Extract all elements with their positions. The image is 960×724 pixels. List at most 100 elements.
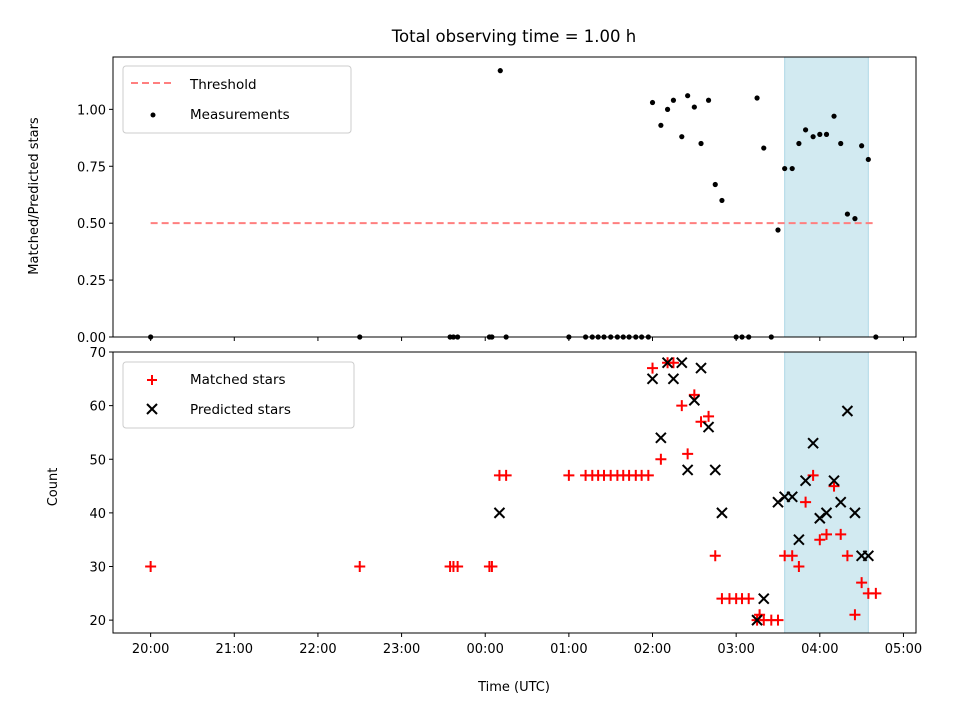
measurement-point	[761, 145, 767, 151]
measurement-point	[691, 104, 697, 110]
legend-measurements-label: Measurements	[190, 107, 290, 123]
legend-top: Threshold Measurements	[122, 65, 352, 134]
measurement-point	[865, 156, 871, 163]
measurement-point	[664, 106, 671, 112]
matched-star-point	[703, 410, 715, 422]
y-tick-label-bottom: 30	[89, 561, 106, 576]
matched-star-point	[807, 469, 819, 481]
measurement-point	[679, 134, 685, 140]
x-axis-label: Time (UTC)	[477, 680, 550, 695]
matched-star-point	[682, 448, 694, 460]
x-tick-label: 22:00	[299, 642, 336, 657]
y-tick-label-bottom: 40	[89, 507, 106, 522]
series-top-1	[148, 68, 879, 340]
predicted-star-point	[655, 432, 667, 444]
measurement-point	[831, 113, 837, 119]
legend-matched-label: Matched stars	[190, 372, 286, 388]
matched-star-point	[814, 534, 826, 546]
y-tick-label-bottom: 60	[89, 400, 106, 415]
measurement-point	[789, 165, 795, 172]
chart-title: Total observing time = 1.00 h	[391, 27, 636, 46]
predicted-star-point	[667, 373, 680, 385]
matched-star-point	[688, 389, 700, 401]
measurement-point	[817, 131, 823, 137]
measurement-point	[705, 97, 712, 103]
predicted-star-point	[695, 362, 707, 374]
matched-star-point	[870, 587, 882, 599]
matched-star-point	[828, 480, 840, 492]
highlight-span-top	[784, 56, 869, 338]
y-tick-label-bottom: 20	[89, 614, 106, 629]
legend-predicted-label: Predicted stars	[190, 402, 291, 418]
measurement-point	[649, 99, 656, 106]
matched-star-point	[841, 550, 853, 562]
measurement-point	[859, 143, 865, 149]
matched-star-point	[486, 561, 498, 573]
measurement-point	[719, 197, 725, 204]
predicted-star-point	[751, 614, 763, 626]
y-tick-label-bottom: 50	[89, 453, 106, 468]
matched-star-point	[647, 362, 659, 374]
matched-star-point	[452, 561, 464, 573]
y-axis-label-top: Matched/Predicted stars	[27, 117, 42, 275]
legend-bottom-frame	[122, 361, 355, 429]
measurement-point	[782, 165, 788, 172]
matched-star-point	[723, 593, 735, 605]
measurement-point	[685, 93, 691, 99]
plot-area-bottom: 20 30 40 50 60 70 20:00 21:00 22:00 23:00 00:00 01:…	[89, 346, 922, 657]
predicted-star-point	[702, 421, 715, 433]
predicted-star-point	[688, 394, 701, 406]
predicted-star-point	[862, 550, 875, 562]
legend-threshold-label: Threshold	[189, 77, 257, 93]
y-tick-label-top: 1.00	[77, 103, 106, 118]
matched-star-point	[849, 609, 861, 621]
predicted-star-point	[820, 507, 833, 519]
x-tick-label: 21:00	[216, 642, 253, 657]
x-tick-label: 23:00	[383, 642, 420, 657]
predicted-star-point	[709, 464, 721, 476]
predicted-star-point	[793, 533, 805, 546]
legend-predicted-swatch	[146, 403, 158, 415]
measurement-point	[698, 140, 704, 147]
highlight-span-bottom	[784, 351, 869, 634]
x-tick-label: 20:00	[132, 642, 169, 657]
y-tick-label-top: 0.75	[77, 160, 106, 175]
predicted-star-point	[646, 373, 659, 385]
measurement-point	[658, 122, 664, 128]
y-axis-label-bottom: Count	[46, 468, 61, 507]
matched-star-point	[500, 469, 512, 481]
measurement-point	[712, 181, 718, 188]
top-panel: Total observing time = 1.00 h Matched/Pr…	[27, 27, 917, 346]
matched-star-point	[786, 550, 798, 562]
matched-star-point	[772, 614, 784, 626]
predicted-star-point	[849, 507, 861, 519]
measurement-point	[844, 211, 851, 217]
matched-star-point	[743, 593, 755, 605]
x-tick-label: 02:00	[634, 642, 671, 657]
predicted-star-point	[799, 474, 812, 487]
matched-star-point	[642, 469, 654, 481]
measurement-point	[775, 227, 781, 233]
matched-star-point	[793, 561, 805, 573]
axes-frame-top	[112, 56, 917, 338]
x-tick-label: 00:00	[466, 642, 503, 657]
predicted-star-point	[835, 496, 847, 508]
matched-star-point	[695, 416, 707, 428]
legend-bottom: Matched stars Predicted stars	[122, 361, 355, 429]
matched-star-point	[820, 528, 832, 540]
measurement-point	[670, 97, 677, 103]
matched-star-point	[856, 577, 868, 589]
x-tick-label: 05:00	[885, 642, 922, 657]
measurement-point	[852, 216, 858, 222]
y-tick-label-top: 0.25	[77, 274, 106, 289]
measurement-point	[796, 140, 802, 147]
measurement-point	[838, 140, 844, 147]
legend-top-frame	[122, 65, 352, 134]
series-bottom-1	[493, 357, 875, 626]
legend-matched-swatch	[147, 375, 157, 385]
x-tick-label: 04:00	[801, 642, 838, 657]
x-tick-label: 03:00	[717, 642, 754, 657]
predicted-star-point	[676, 357, 688, 369]
